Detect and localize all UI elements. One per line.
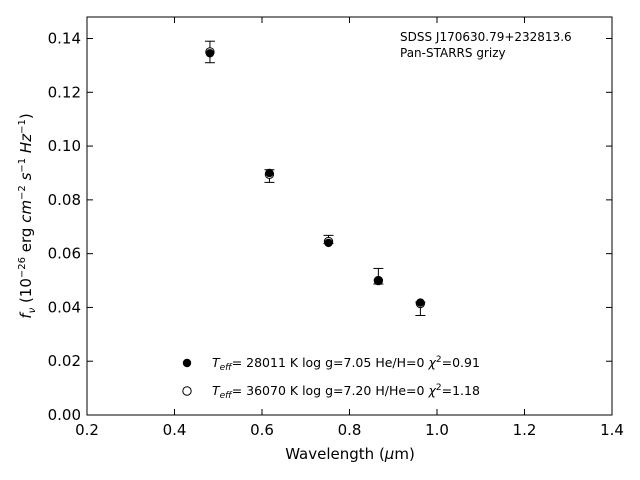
model-point-filled	[324, 238, 333, 248]
x-tick-label: 0.8	[338, 421, 362, 439]
x-tick-label: 0.2	[75, 421, 99, 439]
y-axis-label: fν (10−26 erg cm−2 s−1 Hz−1)	[17, 113, 38, 318]
y-tick-label: 0.06	[48, 245, 81, 263]
model-point-filled	[374, 276, 383, 285]
y-tick-label: 0.02	[48, 352, 81, 370]
plot-frame	[86, 16, 613, 416]
x-tick-label: 1.0	[425, 421, 449, 439]
x-tick-label: 1.2	[513, 421, 537, 439]
y-tick-label: 0.04	[48, 298, 81, 316]
ticks-layer: 0.2 0.4 0.6 0.8 1.0 1.2 1.4 0.00 0.02 0.04 0.06 0.0…	[48, 17, 624, 439]
x-tick-label: 0.4	[163, 421, 187, 439]
legend-marker-filled	[182, 358, 192, 368]
marks-layer	[204, 40, 426, 316]
model-point-filled	[416, 298, 425, 307]
legend: Teff= 28011 K log g=7.05 He/H=0 χ2=0.91 …	[182, 355, 480, 401]
legend-entry-2: Teff= 36070 K log g=7.20 H/He=0 χ2=1.18	[212, 383, 480, 401]
x-tick-label: 0.6	[250, 421, 274, 439]
annotation-survey-name: Pan-STARRS grizy	[400, 46, 506, 60]
model-point-filled	[205, 49, 215, 58]
x-axis-label: Wavelength (μm)	[285, 445, 415, 463]
x-tick-label: 1.4	[600, 421, 624, 439]
legend-entry-1: Teff= 28011 K log g=7.05 He/H=0 χ2=0.91	[212, 355, 480, 373]
y-tick-label: 0.14	[48, 30, 81, 48]
legend-marker-open	[182, 386, 192, 396]
annotation-target-name: SDSS J170630.79+232813.6	[400, 30, 572, 44]
model-point-filled	[265, 168, 274, 178]
y-tick-label: 0.12	[48, 83, 81, 101]
y-tick-label: 0.00	[48, 406, 81, 424]
y-tick-label: 0.08	[48, 191, 81, 209]
y-tick-label: 0.10	[48, 137, 81, 155]
